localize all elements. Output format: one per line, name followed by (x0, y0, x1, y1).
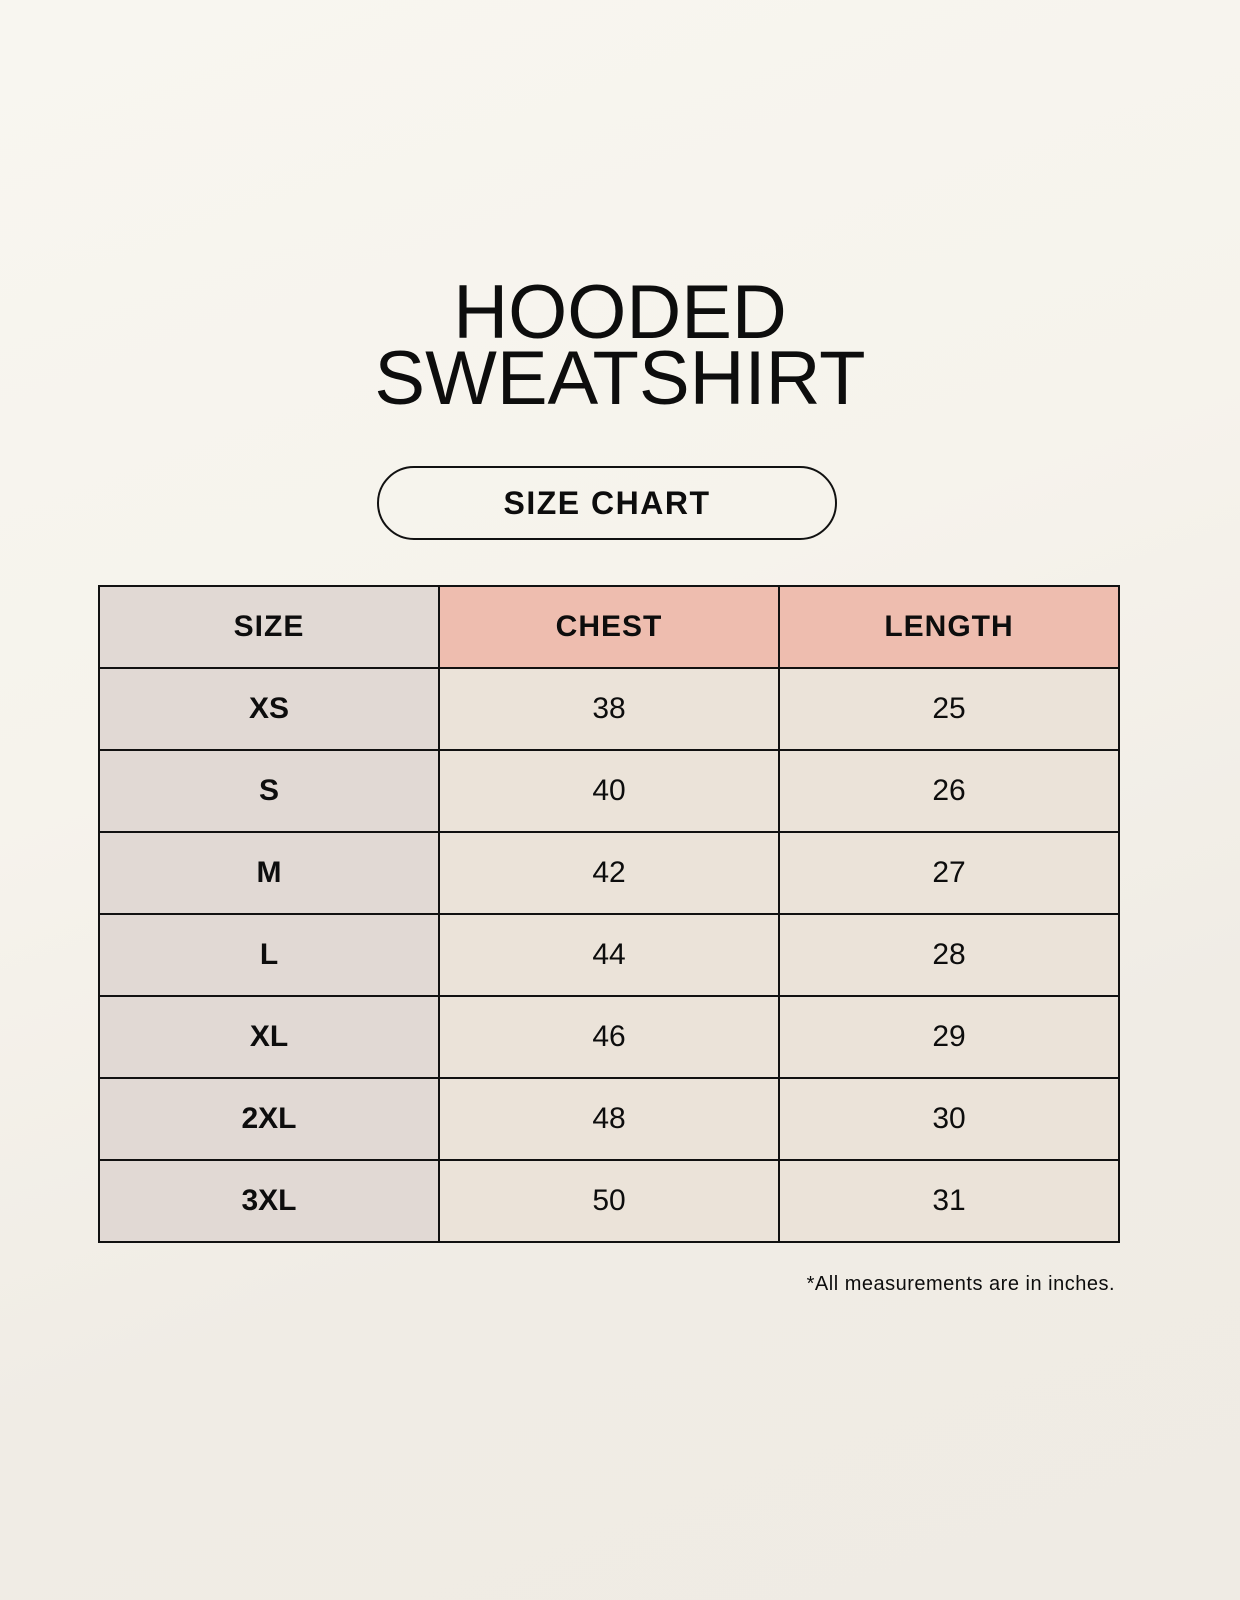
cell-size: 3XL (98, 1159, 440, 1243)
cell-chest: 44 (438, 913, 780, 997)
table-row: XL 46 29 (98, 995, 1120, 1079)
table-row: XS 38 25 (98, 667, 1120, 751)
table-header-row: SIZE CHEST LENGTH (98, 585, 1120, 669)
header-chest: CHEST (438, 585, 780, 669)
cell-length: 29 (778, 995, 1120, 1079)
measurement-note: *All measurements are in inches. (806, 1273, 1115, 1295)
title-line-1: HOODED (453, 270, 787, 355)
table-row: S 40 26 (98, 749, 1120, 833)
header-length: LENGTH (778, 585, 1120, 669)
cell-length: 27 (778, 831, 1120, 915)
table-row: 2XL 48 30 (98, 1077, 1120, 1161)
page-title: HOODED SWEATSHIRT (0, 270, 1240, 421)
cell-size: XS (98, 667, 440, 751)
header-size: SIZE (98, 585, 440, 669)
cell-chest: 38 (438, 667, 780, 751)
cell-length: 31 (778, 1159, 1120, 1243)
cell-size: M (98, 831, 440, 915)
cell-length: 28 (778, 913, 1120, 997)
size-table: SIZE CHEST LENGTH XS 38 25 S 40 26 M 42 27 L 44 28 X… (98, 585, 1120, 1243)
cell-chest: 42 (438, 831, 780, 915)
cell-length: 26 (778, 749, 1120, 833)
cell-size: S (98, 749, 440, 833)
cell-length: 25 (778, 667, 1120, 751)
cell-size: L (98, 913, 440, 997)
size-chart-badge: SIZE CHART (377, 466, 837, 540)
cell-length: 30 (778, 1077, 1120, 1161)
table-row: L 44 28 (98, 913, 1120, 997)
cell-chest: 40 (438, 749, 780, 833)
title-line-2: SWEATSHIRT (374, 336, 866, 421)
cell-chest: 46 (438, 995, 780, 1079)
cell-chest: 48 (438, 1077, 780, 1161)
table-row: 3XL 50 31 (98, 1159, 1120, 1243)
table-row: M 42 27 (98, 831, 1120, 915)
cell-chest: 50 (438, 1159, 780, 1243)
cell-size: XL (98, 995, 440, 1079)
cell-size: 2XL (98, 1077, 440, 1161)
